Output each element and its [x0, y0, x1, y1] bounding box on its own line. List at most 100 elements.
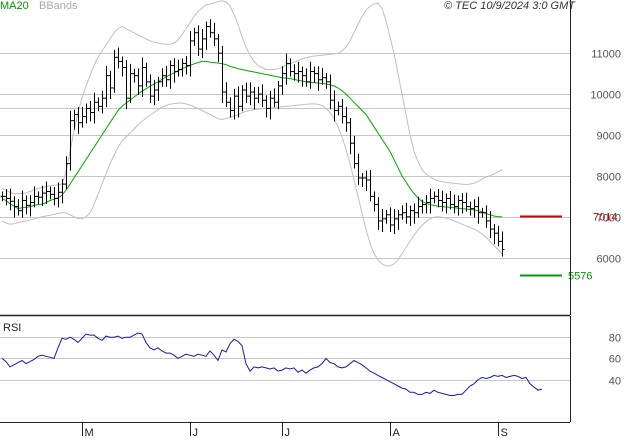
ohlc-bar	[180, 58, 185, 77]
ohlc-bar	[420, 199, 425, 214]
ohlc-bar	[56, 182, 61, 208]
x-tick-label: J	[193, 427, 199, 439]
ohlc-bar	[356, 153, 361, 185]
ohlc-bar	[36, 191, 41, 205]
ohlc-bar	[360, 173, 365, 187]
ohlc-bar	[296, 61, 301, 83]
ohlc-bar	[232, 88, 237, 120]
bollinger-bands	[1, 0, 503, 267]
ohlc-bar	[368, 170, 373, 202]
rsi-label: RSI	[3, 322, 21, 334]
ohlc-bar	[152, 80, 157, 106]
ohlc-bar	[64, 156, 69, 189]
ohlc-bar	[336, 101, 341, 116]
price-tick-label: 10000	[590, 90, 621, 102]
rsi-path	[1, 332, 543, 396]
ohlc-bar	[132, 68, 137, 83]
ohlc-bar	[440, 190, 445, 212]
ohlc-bar	[432, 191, 437, 204]
rsi-tick-label: 40	[609, 376, 621, 388]
ohlc-bar	[396, 209, 401, 230]
ohlc-bar	[124, 60, 129, 110]
ohlc-bar	[292, 64, 297, 81]
ohlc-bar	[148, 74, 153, 104]
resistance-label: 7014	[593, 212, 617, 224]
copyright-text: © TEC 10/9/2024 3:0 GMT	[444, 0, 576, 12]
ohlc-bar	[372, 191, 377, 212]
price-tick-label: 7000	[597, 213, 621, 225]
ohlc-bar	[136, 68, 141, 95]
ohlc-bar	[328, 74, 333, 110]
ohlc-bar	[344, 106, 349, 132]
ohlc-bar	[492, 224, 497, 245]
price-tick-label: 6000	[597, 254, 621, 266]
ohlc-bar	[104, 65, 109, 108]
ohlc-bar	[196, 25, 201, 57]
legend-bbands: BBands	[39, 0, 78, 12]
ohlc-bar	[256, 86, 261, 104]
ohlc-bar	[224, 82, 229, 108]
x-tick-label: J	[285, 427, 291, 439]
ohlc-bar	[388, 207, 393, 232]
ohlc-bar	[28, 195, 33, 217]
ohlc-bar	[412, 203, 417, 224]
ohlc-bar	[68, 110, 73, 171]
ma20-path	[1, 60, 502, 218]
ohlc-bar	[500, 231, 505, 257]
ohlc-bar	[252, 87, 257, 110]
price-tick-label: 11000	[591, 49, 621, 61]
ohlc-bar	[304, 68, 309, 87]
ohlc-bar	[364, 170, 369, 192]
ohlc-bar	[260, 84, 265, 108]
ohlc-bar	[288, 58, 293, 77]
ohlc-bar	[452, 194, 457, 214]
ohlc-bar	[496, 225, 501, 247]
ohlc-bar	[276, 81, 281, 110]
ohlc-bar	[176, 59, 181, 77]
ohlc-bar	[436, 189, 441, 208]
ohlc-bar	[300, 66, 305, 87]
ohlc-bar	[464, 192, 469, 212]
ohlc-bar	[188, 31, 193, 77]
ohlc-bar	[160, 68, 165, 87]
ohlc-bar	[16, 199, 21, 216]
ohlc-bar	[76, 107, 81, 134]
ohlc-bar	[416, 196, 421, 218]
ohlc-bars	[0, 19, 505, 257]
ohlc-bar	[0, 191, 5, 202]
ohlc-bar	[20, 190, 25, 218]
ohlc-bar	[460, 193, 465, 214]
rsi-y-ticks: 80 60 40	[609, 333, 621, 388]
ohlc-bar	[248, 82, 253, 106]
ohlc-bar	[428, 188, 433, 214]
rsi-tick-label: 80	[609, 333, 621, 345]
ohlc-bar	[284, 53, 289, 85]
rsi-panel: 80 60 40 RSI	[0, 316, 621, 422]
bband-upper	[1, 0, 503, 195]
ohlc-bar	[332, 90, 337, 122]
price-tick-label: 9000	[597, 131, 621, 143]
legend-ma20: MA20	[0, 0, 29, 12]
ohlc-bar	[184, 56, 189, 75]
ohlc-bar	[12, 196, 17, 218]
x-tick-label: A	[393, 427, 401, 439]
ohlc-bar	[8, 188, 13, 211]
support-label: 5576	[568, 271, 592, 283]
ma20-line	[1, 60, 502, 218]
ohlc-bar	[100, 90, 105, 114]
ohlc-bar	[476, 196, 481, 224]
ohlc-bar	[220, 45, 225, 104]
ohlc-bar	[456, 195, 461, 216]
ohlc-bar	[140, 57, 145, 97]
rsi-tick-label: 60	[609, 354, 621, 366]
price-panel: 7014 5576 11000 10000 9000 8000 7000 6000	[0, 0, 621, 315]
ohlc-bar	[228, 97, 233, 118]
rsi-gridlines	[0, 337, 570, 381]
ohlc-bar	[308, 61, 313, 89]
ohlc-bar	[80, 106, 85, 128]
ohlc-bar	[472, 199, 477, 218]
ohlc-bar	[376, 197, 381, 230]
ohlc-bar	[120, 56, 125, 77]
ohlc-bar	[144, 62, 149, 87]
